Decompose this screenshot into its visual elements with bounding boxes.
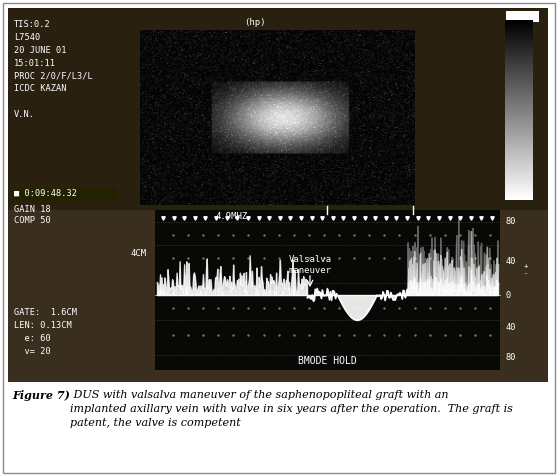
Text: 4CM: 4CM bbox=[131, 248, 147, 258]
Text: 10.: 10. bbox=[507, 36, 523, 45]
Polygon shape bbox=[140, 30, 415, 205]
Text: 80: 80 bbox=[506, 218, 517, 227]
Text: GATE:  1.6CM
LEN: 0.13CM
  e: 60
  v= 20: GATE: 1.6CM LEN: 0.13CM e: 60 v= 20 bbox=[14, 308, 77, 356]
Text: DUS with valsalva maneuver of the saphenopopliteal graft with an
implanted axill: DUS with valsalva maneuver of the saphen… bbox=[70, 390, 513, 428]
Text: 40: 40 bbox=[506, 324, 517, 333]
Text: BMODE HOLD: BMODE HOLD bbox=[298, 356, 357, 366]
Bar bbox=[210, 60, 360, 180]
Text: C
M
/
S: C M / S bbox=[513, 100, 518, 142]
Text: +
-: + - bbox=[524, 264, 528, 277]
Text: 10.: 10. bbox=[507, 180, 523, 189]
Text: Valsalva
maneuver: Valsalva maneuver bbox=[288, 255, 331, 275]
Text: COMP 50: COMP 50 bbox=[14, 216, 51, 225]
Bar bbox=[8, 8, 548, 210]
Text: TIS:0.2
L7540
20 JUNE 01
15:01:11
PROC 2/0/F/L3/L
ICDC KAZAN

V.N.: TIS:0.2 L7540 20 JUNE 01 15:01:11 PROC 2… bbox=[14, 20, 93, 119]
Text: 40: 40 bbox=[506, 258, 517, 267]
Text: (hp): (hp) bbox=[244, 18, 266, 27]
Text: Figure 7): Figure 7) bbox=[12, 390, 70, 401]
Text: >: > bbox=[147, 115, 154, 125]
Bar bbox=[8, 8, 548, 382]
Text: 0: 0 bbox=[506, 290, 511, 299]
Text: <: < bbox=[400, 115, 407, 125]
Text: ■ 0:09:48.32: ■ 0:09:48.32 bbox=[14, 189, 77, 198]
Text: 4.9MHZ: 4.9MHZ bbox=[215, 212, 247, 221]
Bar bbox=[12, 188, 117, 201]
Text: 5.6MHZ: 5.6MHZ bbox=[507, 12, 538, 21]
Text: 80: 80 bbox=[506, 354, 517, 363]
Bar bbox=[155, 210, 500, 370]
Text: GAIN 18: GAIN 18 bbox=[14, 205, 51, 214]
